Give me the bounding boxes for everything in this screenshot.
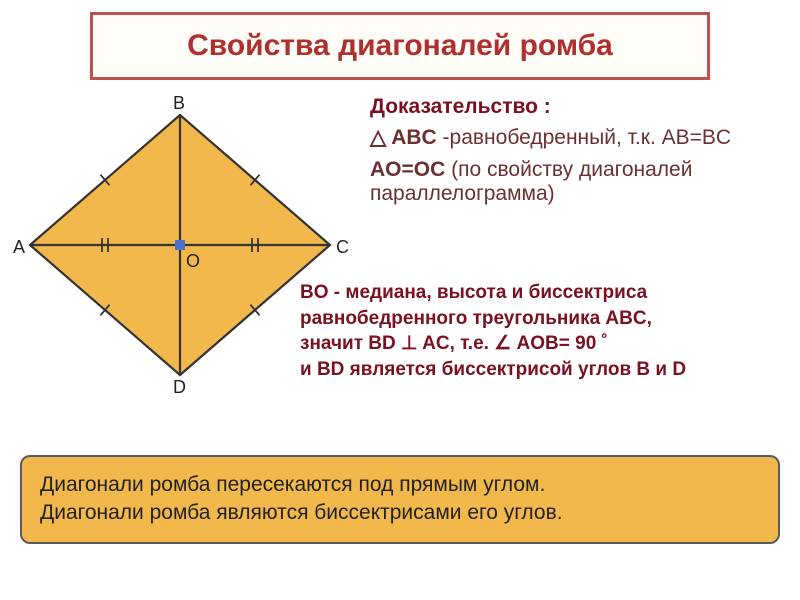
conclusion-l1: Диагонали ромба пересекаются под прямым …	[40, 471, 760, 499]
conclusion-l2: Диагонали ромба являются биссектрисами е…	[40, 499, 760, 527]
svg-text:A: A	[13, 237, 25, 257]
rhombus-svg: A B C D O	[10, 95, 350, 395]
svg-text:B: B	[173, 95, 185, 113]
median-l1: BO - медиана, высота и биссектриса	[300, 280, 790, 306]
rhombus-diagram: A B C D O	[10, 95, 350, 395]
proof-line2: AO=OC (по свойству диагоналей параллелог…	[370, 158, 780, 206]
median-l3e: AOB= 90 ˚	[511, 333, 608, 354]
svg-text:O: O	[186, 251, 200, 271]
median-l2: равнобедренного треугольника ABC,	[300, 306, 790, 332]
perp-symbol: ⊥	[401, 333, 418, 354]
proof-line1-rest: -равнобедренный, т.к. AB=BC	[443, 126, 732, 149]
proof-line1: △ ABC -равнобедренный, т.к. AB=BC	[370, 125, 780, 150]
triangle-symbol: △ ABC	[370, 126, 443, 149]
proof-line2-strong: AO=OC	[370, 158, 451, 181]
svg-text:C: C	[336, 237, 349, 257]
median-l3a: значит BD	[300, 333, 401, 354]
median-l4: и BD является биссектрисой углов B и D	[300, 357, 790, 383]
title-text: Свойства диагоналей ромба	[187, 29, 613, 62]
svg-text:D: D	[173, 377, 186, 395]
title-box: Свойства диагоналей ромба	[90, 12, 710, 80]
proof-section: Доказательство : △ ABC -равнобедренный, …	[370, 95, 780, 206]
median-block: BO - медиана, высота и биссектриса равно…	[300, 280, 790, 383]
median-l3c: AC, т.е.	[418, 333, 495, 354]
conclusion-box: Диагонали ромба пересекаются под прямым …	[20, 455, 780, 544]
angle-symbol: ∠	[494, 333, 511, 354]
proof-heading: Доказательство :	[370, 95, 780, 119]
median-l3: значит BD ⊥ AC, т.е. ∠ AOB= 90 ˚	[300, 331, 790, 357]
